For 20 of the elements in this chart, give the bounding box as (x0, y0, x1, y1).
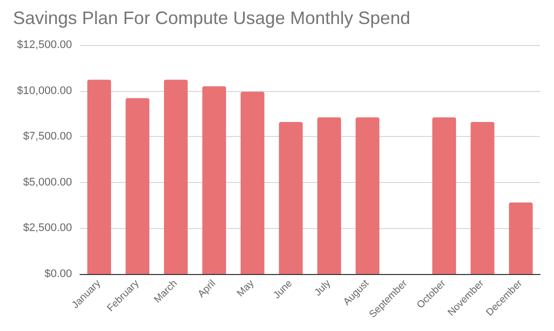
y-tick-label: $10,000.00 (16, 84, 72, 97)
y-tick-label: $7,500.00 (23, 130, 72, 143)
bar (432, 117, 456, 274)
chart-title: Savings Plan For Compute Usage Monthly Spend (13, 8, 410, 28)
x-tick-label: May (235, 278, 256, 300)
x-tick-label: July (312, 278, 334, 298)
y-tick-label: $12,500.00 (16, 39, 72, 51)
bar (278, 122, 303, 274)
bar (164, 80, 188, 274)
bar (87, 80, 112, 274)
y-tick-label: $5,000.00 (23, 176, 72, 188)
bar (317, 117, 342, 274)
bar (240, 92, 264, 274)
y-tick-label: $0.00 (44, 268, 72, 280)
bar (356, 117, 380, 274)
bar (202, 86, 226, 274)
bar (508, 202, 533, 274)
y-tick-label: $2,500.00 (23, 222, 72, 234)
bar (470, 122, 494, 274)
bar (126, 98, 150, 274)
